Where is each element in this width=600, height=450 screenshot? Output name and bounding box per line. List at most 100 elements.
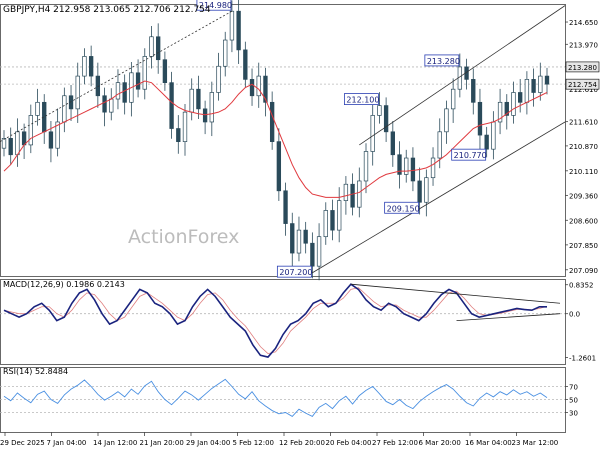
candle-body — [196, 88, 201, 110]
swing-label: 207.200 — [279, 268, 312, 277]
candle-body — [8, 138, 13, 156]
macd-title: MACD(12,26,9) 0.1986 0.2143 — [3, 280, 125, 289]
y-tick-label: 207.850 — [569, 242, 598, 250]
rsi-title: RSI(14) 52.8484 — [3, 367, 68, 376]
x-tick-label: 27 Feb 12:00 — [372, 439, 418, 447]
candle-body — [263, 75, 268, 103]
y-tick-label: 209.360 — [569, 192, 598, 200]
candle-body — [377, 105, 382, 116]
candle-body — [397, 154, 402, 175]
y-tick-label: 214.650 — [569, 19, 598, 27]
candle-body — [404, 157, 409, 175]
y-tick-label: 0.8352 — [569, 282, 594, 290]
candle-body — [15, 131, 20, 156]
y-tick-label: 50 — [569, 397, 578, 405]
y-tick-label: 212.610 — [569, 86, 598, 94]
swing-label: 212.100 — [346, 96, 379, 105]
candle-body — [330, 210, 335, 231]
chart-title: GBPJPY,H4 212.958 213.065 212.706 212.75… — [3, 5, 211, 15]
y-tick-label: 213.970 — [569, 41, 598, 49]
y-tick-label: 208.600 — [569, 217, 598, 225]
macd-upper-trendline — [350, 283, 561, 304]
candle-body — [323, 210, 328, 238]
y-tick-label: -1.2601 — [569, 354, 596, 362]
pane-frame-2 — [0, 367, 566, 433]
candle-body — [149, 36, 154, 57]
candle-body — [276, 141, 282, 192]
swing-label: 209.150 — [387, 204, 420, 213]
candle-body — [82, 56, 87, 77]
candle-body — [504, 101, 509, 116]
candle-body — [337, 200, 342, 231]
candle-body — [417, 180, 422, 203]
candle-body — [102, 95, 107, 113]
candle-body — [122, 82, 127, 103]
candle-body — [88, 56, 94, 77]
candle-body — [491, 121, 496, 150]
candle-body — [437, 131, 442, 159]
candle-body — [343, 183, 349, 201]
candle-body — [189, 88, 194, 113]
candle-body — [410, 157, 416, 182]
rsi-line — [3, 378, 548, 417]
candle-body — [383, 105, 389, 133]
macd-lower-trendline — [456, 313, 561, 322]
y-tick-label: 70 — [569, 384, 578, 392]
value-label-box — [565, 78, 600, 90]
x-tick-label: 7 Jan 04:00 — [47, 439, 87, 447]
candle-body — [162, 59, 168, 84]
series-layer — [0, 0, 566, 417]
candle-body — [142, 56, 147, 90]
candle-body — [316, 236, 322, 267]
candle-body — [75, 75, 80, 110]
candle-body — [424, 177, 429, 203]
candle-body — [48, 131, 54, 149]
axis-tick-labels: 214.650213.970213.290212.610211.610210.8… — [565, 19, 598, 418]
pane-frame-1 — [0, 279, 566, 365]
candle-body — [216, 65, 221, 93]
y-tick-label: 210.870 — [569, 143, 598, 151]
candle-body — [115, 82, 121, 100]
x-tick-label: 6 Mar 20:00 — [419, 439, 461, 447]
candle-body — [55, 121, 60, 149]
swing-label: 210.770 — [454, 151, 487, 160]
x-tick-label: 16 Mar 04:00 — [465, 439, 512, 447]
candle-body — [357, 180, 362, 208]
y-tick-label: 210.110 — [569, 168, 598, 176]
candle-body — [68, 95, 74, 110]
swing-label-box — [424, 54, 460, 67]
candle-body — [236, 10, 241, 51]
candle-body — [290, 223, 295, 254]
candle-body — [269, 101, 275, 142]
candle-body — [109, 98, 114, 113]
candle-body — [296, 229, 302, 254]
candle-body — [370, 115, 375, 152]
candle-body — [518, 92, 523, 103]
candle-body — [35, 101, 40, 116]
candle-body — [209, 92, 214, 123]
candle-body — [256, 75, 261, 97]
candle-body — [229, 10, 235, 41]
swing-label-box — [384, 201, 420, 214]
y-tick-label: 211.610 — [569, 119, 598, 127]
candle-body — [182, 111, 188, 142]
candle-body — [531, 79, 536, 93]
value-label: 212.754 — [568, 81, 597, 89]
candle-body — [202, 108, 208, 123]
y-tick-label: 30 — [569, 410, 578, 418]
candle-body — [450, 88, 456, 110]
candle-body — [176, 128, 181, 142]
candle-body — [28, 115, 33, 146]
x-tick-label: 14 Jan 12:00 — [93, 439, 137, 447]
candle-body — [156, 36, 161, 61]
candle-body — [62, 95, 67, 123]
candle-body — [283, 190, 288, 224]
x-tick-label: 20 Feb 04:00 — [326, 439, 372, 447]
x-tick-label: 21 Jan 20:00 — [140, 439, 184, 447]
candle-body — [310, 242, 315, 267]
y-tick-label: 0.0 — [569, 311, 580, 319]
candle-body — [430, 157, 436, 179]
x-axis-tick-labels: 29 Dec 2025 7 Jan 04:00 14 Jan 12:00 21 Jan… — [0, 432, 558, 447]
